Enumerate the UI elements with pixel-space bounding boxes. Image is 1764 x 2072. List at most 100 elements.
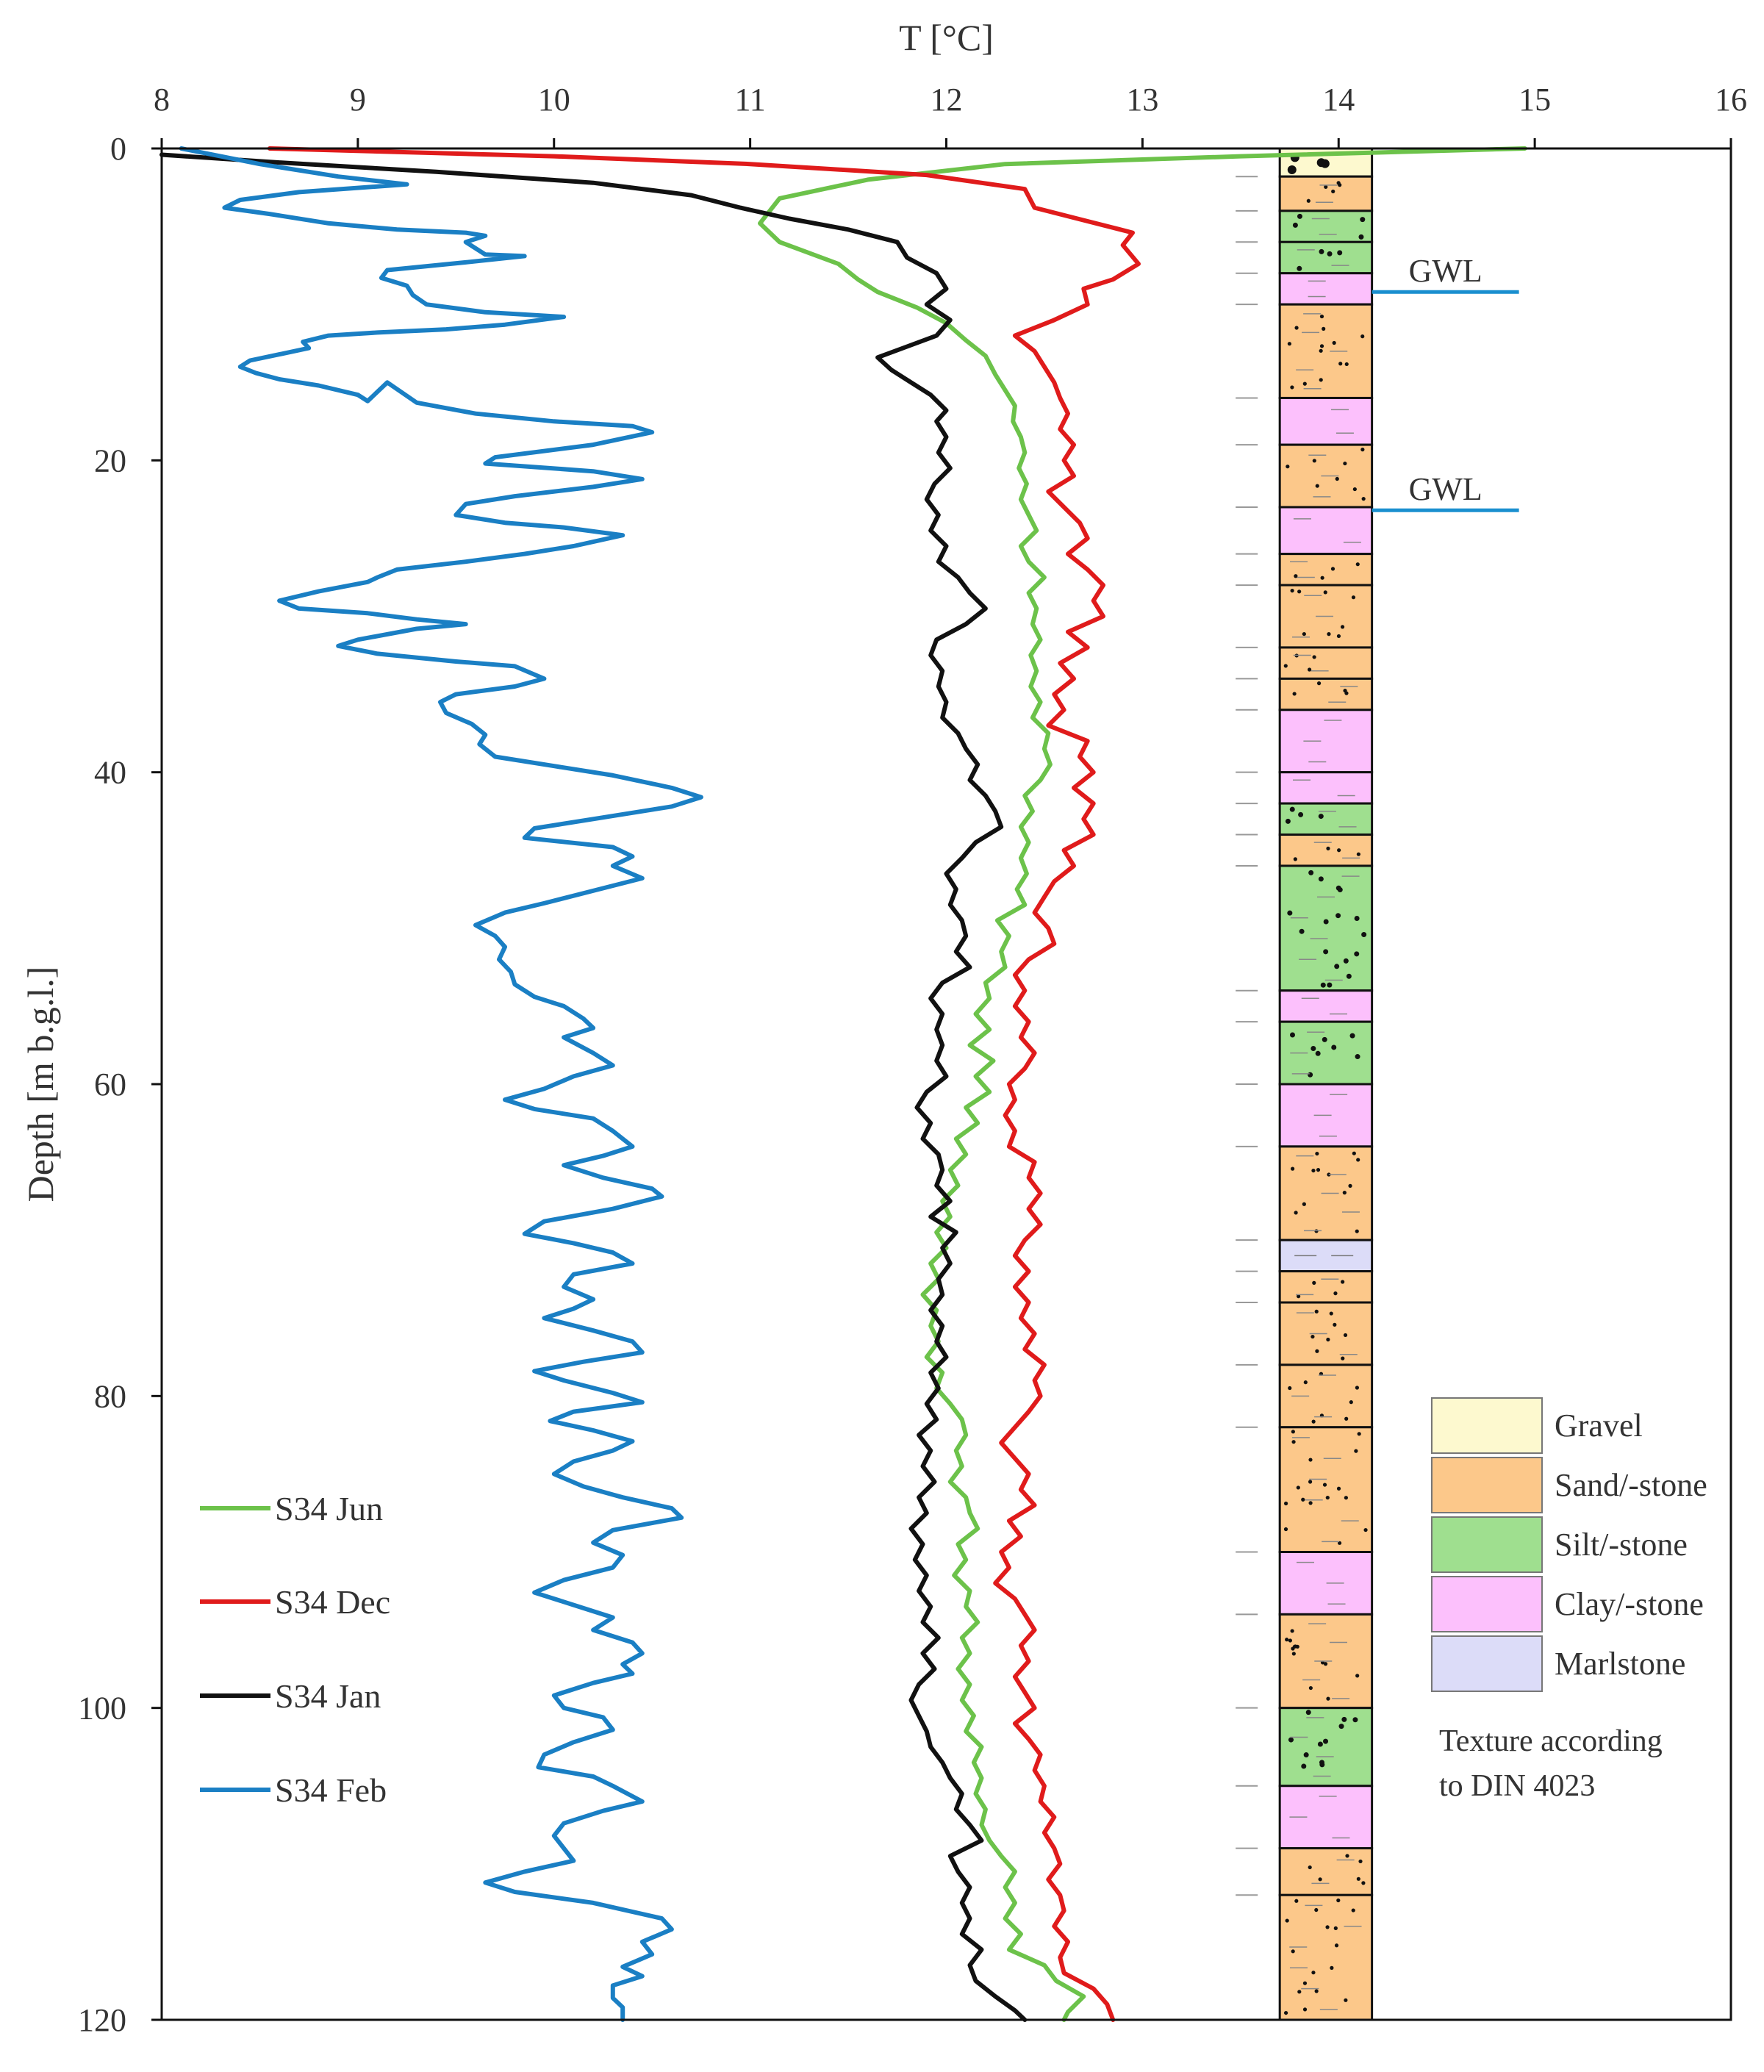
groundwater-levels: GWL GWL	[1372, 253, 1519, 512]
texture-dot	[1312, 1280, 1316, 1285]
texture-dot	[1363, 1527, 1368, 1533]
texture-dot	[1356, 1876, 1360, 1881]
texture-dot	[1297, 1294, 1301, 1299]
lithology-layer	[1236, 1145, 1374, 1241]
texture-dot	[1290, 1629, 1294, 1633]
lithology-layer	[1236, 1893, 1374, 2021]
texture-dot	[1361, 497, 1366, 501]
texture-dot	[1343, 689, 1347, 693]
texture-dot	[1319, 314, 1324, 319]
texture-dot	[1333, 1291, 1338, 1296]
texture-dot	[1303, 1752, 1309, 1758]
lithology-legend-swatch	[1431, 1516, 1543, 1573]
lithology-layer-fill	[1278, 175, 1374, 212]
texture-dot	[1322, 326, 1326, 331]
y-tick-label: 20	[94, 442, 126, 478]
legend-label: S34 Feb	[275, 1771, 387, 1809]
lithology-layer-fill	[1278, 272, 1374, 306]
x-tick-label: 10	[538, 82, 570, 118]
x-tick-label: 12	[931, 82, 963, 118]
texture-dot	[1314, 1309, 1319, 1313]
texture-dot	[1294, 326, 1299, 330]
texture-dot	[1336, 1486, 1341, 1491]
lithology-layer	[1236, 1426, 1374, 1554]
texture-dot	[1307, 667, 1312, 672]
x-tick-label: 9	[350, 82, 366, 118]
texture-dot	[1333, 1926, 1338, 1930]
lithology-layer	[1236, 443, 1374, 509]
lithology-note-line: Texture according	[1439, 1724, 1663, 1758]
texture-dot	[1308, 1865, 1312, 1870]
y-tick-label: 60	[94, 1067, 126, 1103]
texture-dot	[1308, 1685, 1313, 1691]
temperature-series	[159, 146, 1527, 2022]
lithology-layer-fill	[1278, 1238, 1374, 1273]
texture-dot	[1308, 870, 1314, 875]
texture-dot	[1302, 1981, 1308, 1985]
texture-dot	[1308, 1501, 1313, 1505]
lithology-legend-swatch	[1431, 1457, 1543, 1513]
texture-dot	[1358, 1859, 1363, 1864]
texture-dot	[1349, 1033, 1355, 1039]
texture-dot	[1283, 2010, 1288, 2015]
lithology-legend-label: Clay/-stone	[1555, 1586, 1704, 1622]
texture-dot	[1291, 1440, 1296, 1444]
texture-dot	[1327, 251, 1333, 257]
texture-dot	[1301, 1497, 1305, 1502]
texture-dot	[1341, 1356, 1345, 1361]
lithology-layer	[1236, 709, 1374, 774]
texture-dot	[1355, 1385, 1359, 1390]
texture-dot	[1345, 1854, 1349, 1858]
texture-dot	[1308, 1072, 1313, 1078]
lithology-layer	[1236, 1613, 1374, 1710]
texture-dot	[1319, 378, 1323, 382]
texture-dot	[1337, 250, 1343, 256]
series-line-s34-dec	[267, 146, 1141, 2022]
texture-dot	[1283, 1501, 1288, 1506]
x-axis-title: T [°C]	[899, 17, 994, 58]
texture-dot	[1291, 1652, 1296, 1656]
texture-dot	[1343, 958, 1349, 964]
texture-dot	[1336, 1898, 1341, 1903]
texture-dot	[1323, 1662, 1328, 1666]
texture-dot	[1316, 681, 1322, 686]
texture-dot	[1290, 385, 1294, 390]
texture-dot	[1330, 567, 1335, 571]
lithology-layer-fill	[1278, 1893, 1374, 2021]
y-tick-label: 40	[94, 755, 126, 791]
groundwater-level-label: GWL	[1409, 471, 1482, 507]
y-tick-label: 80	[94, 1378, 126, 1414]
texture-dot	[1355, 1054, 1360, 1060]
lithology-legend-label: Sand/-stone	[1555, 1467, 1707, 1503]
texture-dot	[1341, 1280, 1345, 1284]
texture-dot	[1342, 1191, 1347, 1195]
texture-dot	[1295, 1644, 1299, 1649]
texture-dot	[1352, 1717, 1358, 1723]
texture-dot	[1326, 846, 1330, 850]
texture-dot	[1318, 1877, 1322, 1882]
texture-dot	[1354, 916, 1360, 922]
series-line-s34-feb	[179, 146, 703, 2022]
series-legend: S34 Jun S34 Dec S34 Jan S34 Feb	[200, 1490, 390, 1809]
texture-dot	[1311, 1419, 1316, 1424]
texture-dot	[1292, 222, 1298, 228]
texture-dot	[1329, 1311, 1333, 1316]
y-axis-ticks: 0 20 40 60 80 100 120	[78, 131, 162, 2038]
texture-dot	[1311, 1334, 1315, 1339]
lithology-layer-fill	[1278, 396, 1374, 446]
texture-dot	[1288, 1737, 1294, 1743]
texture-dot	[1303, 1380, 1308, 1385]
texture-dot	[1291, 1166, 1295, 1171]
texture-dot	[1302, 1202, 1306, 1206]
texture-dot	[1326, 1696, 1330, 1701]
lithology-layer	[1236, 1847, 1374, 1896]
series-line-s34-jun	[758, 146, 1527, 2022]
texture-dot	[1323, 590, 1327, 595]
texture-dot	[1288, 1638, 1293, 1643]
texture-dot	[1312, 655, 1316, 659]
texture-dot	[1298, 811, 1304, 817]
texture-dot	[1335, 476, 1339, 481]
texture-dot	[1297, 1990, 1302, 1994]
texture-dot	[1311, 1046, 1316, 1052]
